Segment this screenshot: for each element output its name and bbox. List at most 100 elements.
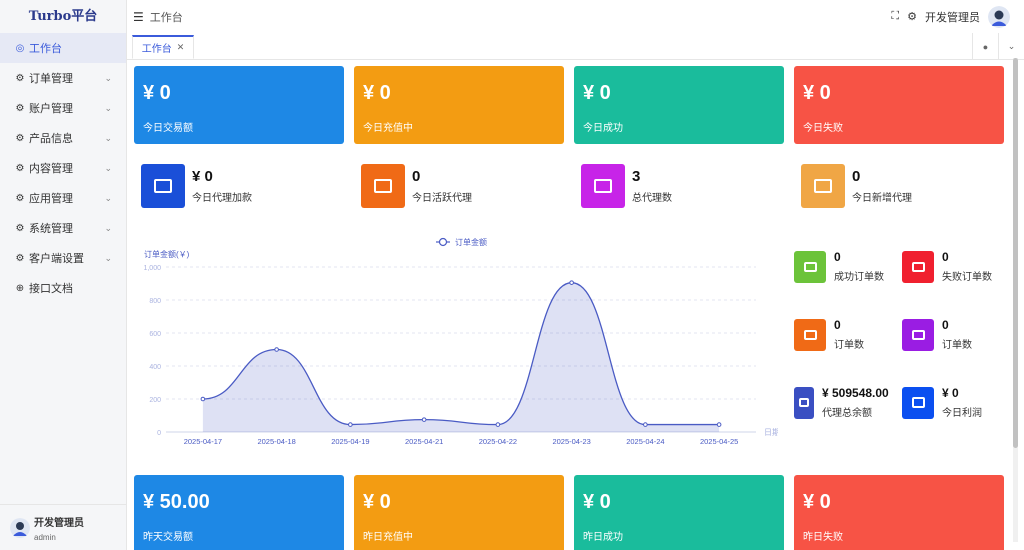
gear-icon: ⚙	[15, 72, 25, 84]
stat-value: 0	[834, 250, 841, 264]
today-failed-card[interactable]: ¥ 0 今日失败	[794, 66, 1004, 144]
sidebar-menu: ◎ 工作台 ⚙ 订单管理 ⌄ ⚙ 账户管理 ⌄ ⚙ 产品信息 ⌄ ⚙ 内容管理 …	[0, 33, 126, 303]
today-recharging-card[interactable]: ¥ 0 今日充值中	[354, 66, 564, 144]
card-label: 昨日失败	[803, 532, 843, 543]
chevron-down-icon: ⌄	[104, 132, 112, 143]
x-tick-label: 2025-04-17	[184, 437, 222, 446]
sidebar-item-label: 系统管理	[29, 223, 73, 235]
stat-active-agents: 0 今日活跃代理	[361, 164, 472, 208]
gear-icon: ⚙	[15, 192, 25, 204]
sidebar-item-apps[interactable]: ⚙ 应用管理 ⌄	[0, 183, 126, 213]
sidebar-item-content[interactable]: ⚙ 内容管理 ⌄	[0, 153, 126, 183]
close-icon[interactable]: ✕	[176, 42, 185, 52]
stat-label: 代理总余额	[822, 408, 872, 419]
data-point	[200, 396, 206, 402]
x-tick-label: 2025-04-23	[552, 437, 590, 446]
data-point	[495, 422, 501, 427]
card-label: 今日失败	[803, 123, 843, 134]
header-user-name[interactable]: 开发管理员	[925, 11, 980, 24]
stat-label: 今日新增代理	[852, 193, 912, 204]
fullscreen-icon[interactable]: ⛶	[891, 10, 900, 22]
stat-label: 成功订单数	[834, 272, 884, 283]
yesterday-success-card[interactable]: ¥ 0 昨日成功	[574, 475, 784, 550]
today-success-card[interactable]: ¥ 0 今日成功	[574, 66, 784, 144]
stat-value: 0	[852, 168, 861, 185]
data-point	[274, 347, 279, 352]
activity-icon	[902, 250, 934, 283]
x-tick-label: 2025-04-22	[479, 437, 517, 446]
order-amount-chart: 订单金额 订单金额(￥) 日期 0 200 400 600 800 1,000 2025-…	[143, 237, 778, 446]
tabs-bar: 工作台 ✕ ● ⌄	[127, 33, 1024, 60]
top-header: ☰ 工作台 ⛶ ⚙ 开发管理员	[127, 0, 1024, 33]
x-tick-label: 2025-04-21	[405, 437, 443, 446]
stat-value: ¥ 0	[192, 168, 213, 185]
y-axis-title: 订单金额(￥)	[144, 249, 190, 259]
sidebar-item-products[interactable]: ⚙ 产品信息 ⌄	[0, 123, 126, 153]
sidebar-item-accounts[interactable]: ⚙ 账户管理 ⌄	[0, 93, 126, 123]
chevron-down-icon[interactable]: ⌄	[998, 33, 1024, 60]
y-tick-label: 400	[149, 364, 161, 371]
scrollbar-thumb[interactable]	[1013, 58, 1018, 448]
activity-icon	[581, 164, 625, 208]
y-tick-label: 200	[149, 397, 161, 404]
stat-value: 3	[632, 168, 641, 185]
vertical-scrollbar[interactable]	[1013, 58, 1018, 542]
avatar[interactable]	[988, 5, 1010, 28]
activity-icon	[361, 164, 405, 208]
close-all-icon[interactable]: ●	[982, 41, 989, 52]
app-logo[interactable]: Turbo平台	[28, 9, 98, 24]
menu-toggle-icon[interactable]: ☰	[133, 9, 144, 24]
stat-value: ¥ 0	[942, 386, 959, 400]
sidebar-user[interactable]: 开发管理员 admin	[0, 504, 127, 550]
tab-dashboard[interactable]: 工作台 ✕	[132, 35, 194, 59]
activity-icon	[801, 164, 845, 208]
sidebar-item-dashboard[interactable]: ◎ 工作台	[0, 33, 126, 63]
card-amount: ¥ 0	[583, 82, 611, 104]
x-tick-label: 2025-04-18	[257, 437, 295, 446]
sidebar-item-system[interactable]: ⚙ 系统管理 ⌄	[0, 213, 126, 243]
stat-value: 0	[834, 318, 841, 332]
card-label: 今日交易额	[143, 123, 193, 134]
activity-icon	[794, 250, 826, 283]
card-amount: ¥ 0	[363, 82, 391, 104]
card-amount: ¥ 0	[143, 82, 171, 104]
stat-label: 今日利润	[942, 408, 982, 419]
chart-legend[interactable]: 订单金额	[436, 237, 487, 247]
sidebar-item-client-settings[interactable]: ⚙ 客户端设置 ⌄	[0, 243, 126, 273]
data-point	[716, 422, 722, 427]
card-amount: ¥ 50.00	[143, 491, 210, 513]
data-point	[421, 417, 427, 422]
y-tick-label: 600	[149, 331, 161, 338]
yesterday-recharging-card[interactable]: ¥ 0 昨日充值中	[354, 475, 564, 550]
sidebar-user-name: 开发管理员	[34, 517, 84, 529]
globe-icon: ⊕	[15, 282, 25, 294]
stat-label: 失败订单数	[942, 272, 992, 283]
activity-icon	[902, 318, 934, 351]
activity-icon	[794, 386, 814, 419]
y-tick-label: 1,000	[143, 265, 161, 272]
card-label: 昨天交易额	[143, 532, 193, 543]
stat-value: 0	[942, 250, 949, 264]
stat-agent-topup: ¥ 0 今日代理加款	[141, 164, 252, 208]
yesterday-trade-card[interactable]: ¥ 50.00 昨天交易额	[134, 475, 344, 550]
data-point	[643, 422, 648, 427]
dashboard-icon: ◎	[15, 42, 25, 54]
sidebar-item-label: 客户端设置	[29, 253, 84, 265]
stat-label: 今日代理加款	[192, 193, 252, 204]
sidebar-item-label: 账户管理	[29, 103, 73, 115]
gear-icon: ⚙	[15, 132, 25, 144]
gear-icon: ⚙	[15, 252, 25, 264]
card-label: 昨日成功	[583, 532, 623, 543]
stat-failed-orders: 0 失败订单数	[902, 250, 992, 283]
gear-icon[interactable]: ⚙	[907, 11, 917, 23]
activity-icon	[141, 164, 185, 208]
stat-label: 订单数	[834, 340, 864, 351]
today-trade-card[interactable]: ¥ 0 今日交易额	[134, 66, 344, 144]
stat-total-agents: 3 总代理数	[581, 164, 672, 208]
yesterday-failed-card[interactable]: ¥ 0 昨日失败	[794, 475, 1004, 550]
activity-icon	[794, 318, 826, 351]
sidebar-item-orders[interactable]: ⚙ 订单管理 ⌄	[0, 63, 126, 93]
stat-order-count-2: 0 订单数	[902, 318, 972, 351]
stat-value: 0	[412, 168, 421, 185]
sidebar-item-api-docs[interactable]: ⊕ 接口文档	[0, 273, 126, 303]
